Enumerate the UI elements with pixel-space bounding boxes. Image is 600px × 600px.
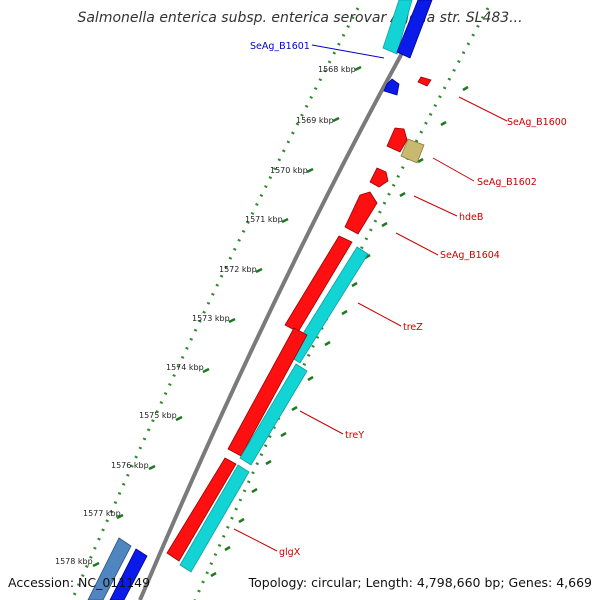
tick-label-1575: 1575 kbp <box>139 411 177 420</box>
gene-trey-cyan[interactable] <box>239 363 308 466</box>
tick-label-1570: 1570 kbp <box>270 166 308 175</box>
label-hdeb[interactable]: hdeB <box>459 212 483 223</box>
label-seag-b1601[interactable]: SeAg_B1601 <box>250 41 310 52</box>
gene-blue-top[interactable] <box>396 0 433 59</box>
label-seag-b1600[interactable]: SeAg_B1600 <box>507 117 567 128</box>
tick-label-1574: 1574 kbp <box>166 363 204 372</box>
inner-dotted-track <box>70 7 360 600</box>
outer-dotted-track <box>193 7 490 600</box>
tick-label-1569: 1569 kbp <box>296 116 334 125</box>
label-trez[interactable]: treZ <box>403 322 423 333</box>
tick-label-1568: 1568 kbp <box>318 65 356 74</box>
gene-hdeb[interactable] <box>369 167 389 188</box>
tick-label-1576: 1576 kbp <box>111 461 149 470</box>
genome-stats-text: Topology: circular; Length: 4,798,660 bp… <box>248 575 592 590</box>
ruler-tick-labels: 1568 kbp 1569 kbp 1570 kbp 1571 kbp 1572… <box>55 65 356 566</box>
gene-labels: SeAg_B1601 SeAg_B1600 SeAg_B1602 hdeB Se… <box>250 41 567 558</box>
backbone <box>138 7 429 600</box>
label-seag-b1604[interactable]: SeAg_B1604 <box>440 250 500 261</box>
gene-bottom-blue[interactable] <box>109 548 148 600</box>
tick-label-1578: 1578 kbp <box>55 557 93 566</box>
gene-cyan-top[interactable] <box>382 0 413 55</box>
leader-lines <box>233 44 508 552</box>
tick-label-1572: 1572 kbp <box>219 265 257 274</box>
gene-trez-cyan[interactable] <box>288 246 369 364</box>
label-seag-b1602[interactable]: SeAg_B1602 <box>477 177 537 188</box>
accession-text: Accession: NC_011149 <box>8 575 150 590</box>
gene-red-b1602[interactable] <box>386 127 408 153</box>
ruler-tick-marks <box>92 65 362 568</box>
gene-glgx[interactable] <box>166 457 237 562</box>
gene-seag-b1602[interactable] <box>400 138 425 164</box>
tick-label-1577: 1577 kbp <box>83 509 121 518</box>
outer-dash-marks <box>210 85 469 578</box>
label-trey[interactable]: treY <box>345 430 364 441</box>
label-glgx[interactable]: glgX <box>279 547 301 558</box>
gene-seag-b1604[interactable] <box>344 191 378 235</box>
tick-label-1571: 1571 kbp <box>245 215 283 224</box>
map-title: Salmonella enterica subsp. enterica sero… <box>77 10 522 26</box>
gene-glgx-cyan[interactable] <box>179 464 250 573</box>
gene-features <box>87 0 433 600</box>
gene-bottom-steel[interactable] <box>87 537 132 600</box>
gene-seag-b1601[interactable] <box>383 78 400 96</box>
tick-label-1573: 1573 kbp <box>192 314 230 323</box>
gene-seag-b1600[interactable] <box>417 76 432 87</box>
